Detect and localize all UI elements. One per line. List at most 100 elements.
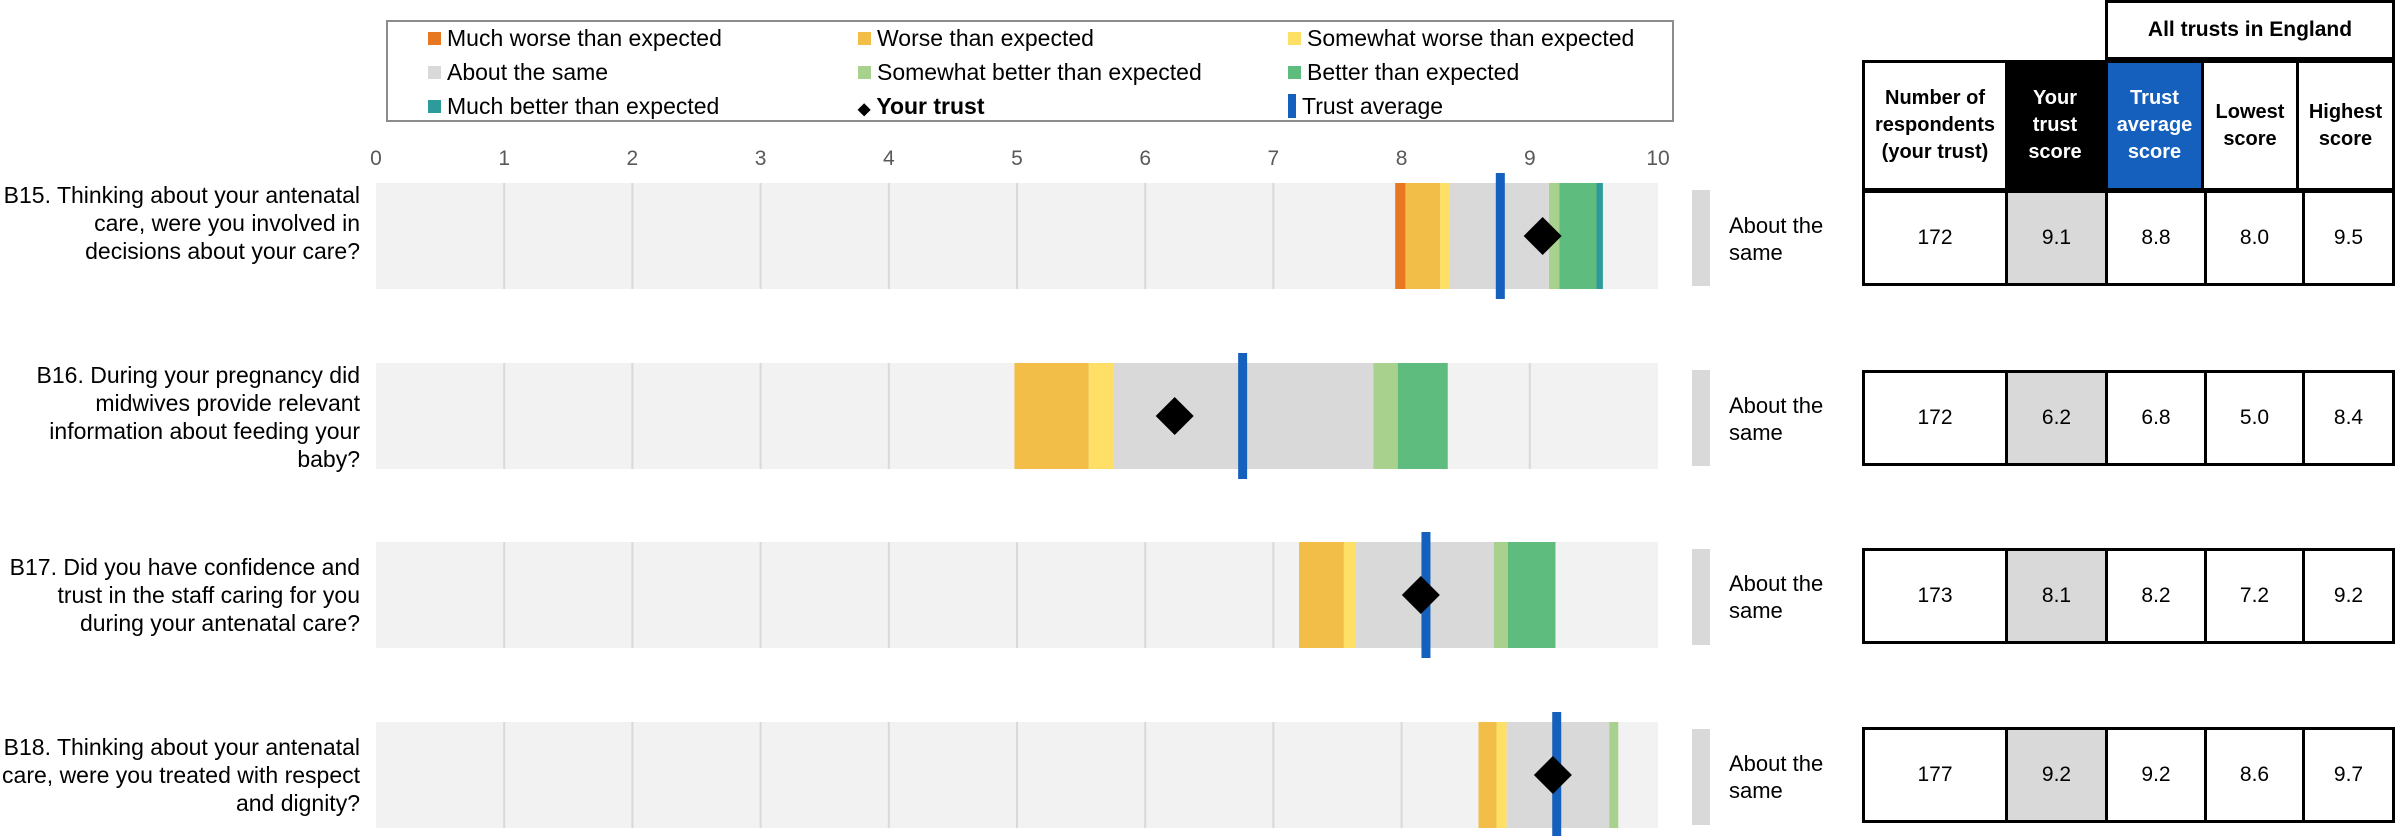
all-trusts-header: All trusts in England (2105, 0, 2395, 60)
legend-swatch (428, 66, 441, 79)
band-segment (1299, 542, 1344, 648)
band-segment (1397, 363, 1448, 469)
band-segment (1493, 542, 1509, 648)
score-row-b16: 172 6.2 6.8 5.0 8.4 (1862, 370, 2395, 466)
status-swatch-b16 (1692, 370, 1710, 466)
legend-item-better: Better than expected (1288, 58, 1519, 86)
your-trust-marker (1401, 576, 1440, 614)
bar-marker-icon (1288, 94, 1296, 118)
x-tick-label: 7 (1268, 147, 1280, 170)
your-trust-marker (1155, 397, 1194, 435)
header-your-trust-score: Your trust score (2005, 60, 2105, 191)
x-tick-label: 9 (1524, 147, 1536, 170)
x-tick-label: 3 (755, 147, 767, 170)
status-label-b18: About the same (1729, 751, 1824, 803)
trust-average-marker (1495, 173, 1505, 299)
status-label-b15: About the same (1729, 213, 1824, 265)
score-row-b17: 173 8.1 8.2 7.2 9.2 (1862, 548, 2395, 644)
legend-swatch (428, 100, 441, 113)
trust-average-cell: 6.8 (2105, 370, 2207, 466)
respondents-cell: 177 (1862, 727, 2008, 823)
x-tick-label: 1 (498, 147, 510, 170)
legend-item-about-same: About the same (428, 58, 608, 86)
legend-item-your-trust: ◆ Your trust (858, 92, 985, 124)
header-highest-score: Highest score (2296, 60, 2395, 191)
legend-label: Worse than expected (877, 25, 1094, 51)
status-label-b16: About the same (1729, 393, 1824, 445)
respondents-cell: 172 (1862, 370, 2008, 466)
legend-label: Your trust (876, 93, 985, 119)
your-score-cell: 9.1 (2005, 190, 2108, 286)
your-trust-marker (1523, 217, 1562, 255)
legend-label: Trust average (1302, 93, 1444, 119)
legend-swatch (858, 66, 871, 79)
legend-label: About the same (447, 59, 609, 85)
respondents-cell: 173 (1862, 548, 2008, 644)
your-trust-marker (1533, 756, 1572, 794)
lowest-cell: 5.0 (2204, 370, 2305, 466)
legend-label: Much better than expected (447, 93, 720, 119)
legend-swatch (1288, 32, 1301, 45)
band-segment (1373, 363, 1398, 469)
header-lowest-score: Lowest score (2201, 60, 2299, 191)
x-tick-label: 6 (1139, 147, 1151, 170)
trust-average-cell: 8.2 (2105, 548, 2207, 644)
legend-label: Much worse than expected (447, 25, 722, 51)
x-tick-label: 10 (1646, 147, 1669, 170)
header-trust-average-score: Trust average score (2105, 60, 2204, 191)
lowest-cell: 7.2 (2204, 548, 2305, 644)
score-row-b18: 177 9.2 9.2 8.6 9.7 (1862, 727, 2395, 823)
band-segment (1596, 183, 1603, 289)
x-tick-label: 8 (1396, 147, 1408, 170)
legend-item-somewhat-worse: Somewhat worse than expected (1288, 24, 1634, 52)
band-segment (1440, 183, 1450, 289)
chart-plot: 0 1 2 3 4 5 6 7 8 9 10 (370, 147, 1670, 836)
status-swatch-b17 (1692, 549, 1710, 645)
lowest-cell: 8.0 (2204, 190, 2305, 286)
your-score-cell: 9.2 (2005, 727, 2108, 823)
legend-item-much-better: Much better than expected (428, 92, 719, 120)
chart-legend: Much worse than expected Worse than expe… (386, 20, 1674, 122)
highest-cell: 9.5 (2302, 190, 2395, 286)
highest-cell: 9.7 (2302, 727, 2395, 823)
band-segment (1395, 183, 1406, 289)
status-swatch-b18 (1692, 729, 1710, 825)
band-segment (1508, 542, 1556, 648)
legend-item-worse: Worse than expected (858, 24, 1094, 52)
band-segment (1014, 363, 1089, 469)
status-swatch-b15 (1692, 190, 1710, 286)
legend-swatch (858, 32, 871, 45)
band-segment (1478, 722, 1497, 828)
legend-item-somewhat-better: Somewhat better than expected (858, 58, 1202, 86)
legend-item-trust-average: Trust average (1288, 92, 1443, 120)
highest-cell: 8.4 (2302, 370, 2395, 466)
score-row-b15: 172 9.1 8.8 8.0 9.5 (1862, 190, 2395, 286)
question-label-b18: B18. Thinking about your antenatal care,… (2, 734, 360, 816)
band-segment (1343, 542, 1356, 648)
lowest-cell: 8.6 (2204, 727, 2305, 823)
question-label-b17: B17. Did you have confidence and trust i… (9, 554, 360, 636)
highest-cell: 9.2 (2302, 548, 2395, 644)
your-score-cell: 8.1 (2005, 548, 2108, 644)
x-tick-label: 0 (370, 147, 382, 170)
your-score-cell: 6.2 (2005, 370, 2108, 466)
band-segment (1405, 183, 1441, 289)
respondents-cell: 172 (1862, 190, 2008, 286)
legend-label: Somewhat worse than expected (1307, 25, 1635, 51)
band-segment (1088, 363, 1114, 469)
x-tick-label: 5 (1011, 147, 1023, 170)
question-label-b15: B15. Thinking about your antenatal care,… (3, 182, 360, 264)
diamond-icon: ◆ (858, 101, 871, 118)
band-segment (1609, 722, 1619, 828)
legend-swatch (428, 32, 441, 45)
legend-label: Somewhat better than expected (877, 59, 1202, 85)
question-label-b16: B16. During your pregnancy did midwives … (36, 362, 360, 472)
trust-average-marker (1238, 353, 1248, 479)
legend-swatch (1288, 66, 1301, 79)
status-label-b17: About the same (1729, 571, 1824, 623)
legend-item-much-worse: Much worse than expected (428, 24, 722, 52)
x-tick-label: 4 (883, 147, 895, 170)
trust-average-cell: 8.8 (2105, 190, 2207, 286)
band-segment (1559, 183, 1597, 289)
trust-average-cell: 9.2 (2105, 727, 2207, 823)
